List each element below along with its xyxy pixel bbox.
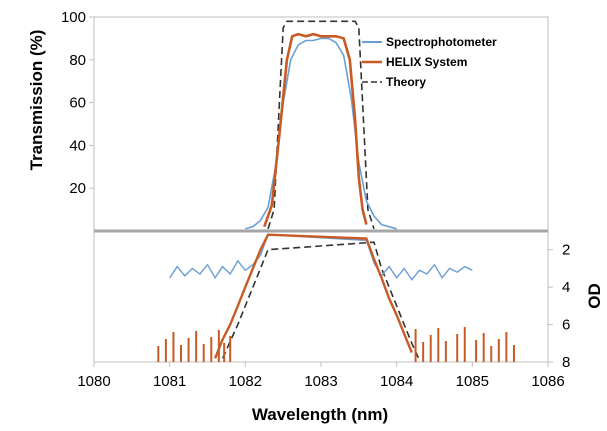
helix-transmission-line — [263, 32, 368, 228]
theory-od-line — [221, 241, 421, 361]
plot-frame — [93, 16, 549, 363]
y2-tick-label: 8 — [562, 354, 570, 371]
y2-tick-label: 4 — [562, 279, 570, 296]
x-tick-label: 1080 — [77, 373, 110, 390]
helix-od-line — [213, 233, 413, 359]
y-tick-label: 60 — [69, 95, 86, 112]
y-tick-label: 20 — [69, 180, 86, 197]
y-tick-label: 80 — [69, 52, 86, 69]
legend: Spectrophotometer HELIX System Theory — [362, 35, 497, 89]
spectrophotometer-transmission-line — [245, 37, 397, 230]
x-tick-label: 1084 — [380, 373, 413, 390]
y-tick-label: 40 — [69, 137, 86, 154]
theory-transmission-line — [267, 20, 375, 230]
x-tick-label: 1086 — [531, 373, 564, 390]
x-tick-label: 1082 — [229, 373, 262, 390]
x-axis-title: Wavelength (nm) — [252, 405, 388, 424]
legend-label: Spectrophotometer — [386, 35, 497, 49]
y-tick-label: 100 — [61, 9, 86, 26]
x-tick-label: 1083 — [304, 373, 337, 390]
y2-tick-label: 6 — [562, 317, 570, 334]
x-tick-label: 1085 — [456, 373, 489, 390]
y2-axis-title: OD — [585, 283, 604, 309]
legend-label: Theory — [386, 75, 426, 89]
spectrophotometer-od-line — [169, 233, 473, 281]
x-tick-label: 1081 — [153, 373, 186, 390]
y2-tick-label: 2 — [562, 242, 570, 259]
y-axis-title: Transmission (%) — [27, 30, 46, 171]
legend-label: HELIX System — [386, 55, 467, 69]
